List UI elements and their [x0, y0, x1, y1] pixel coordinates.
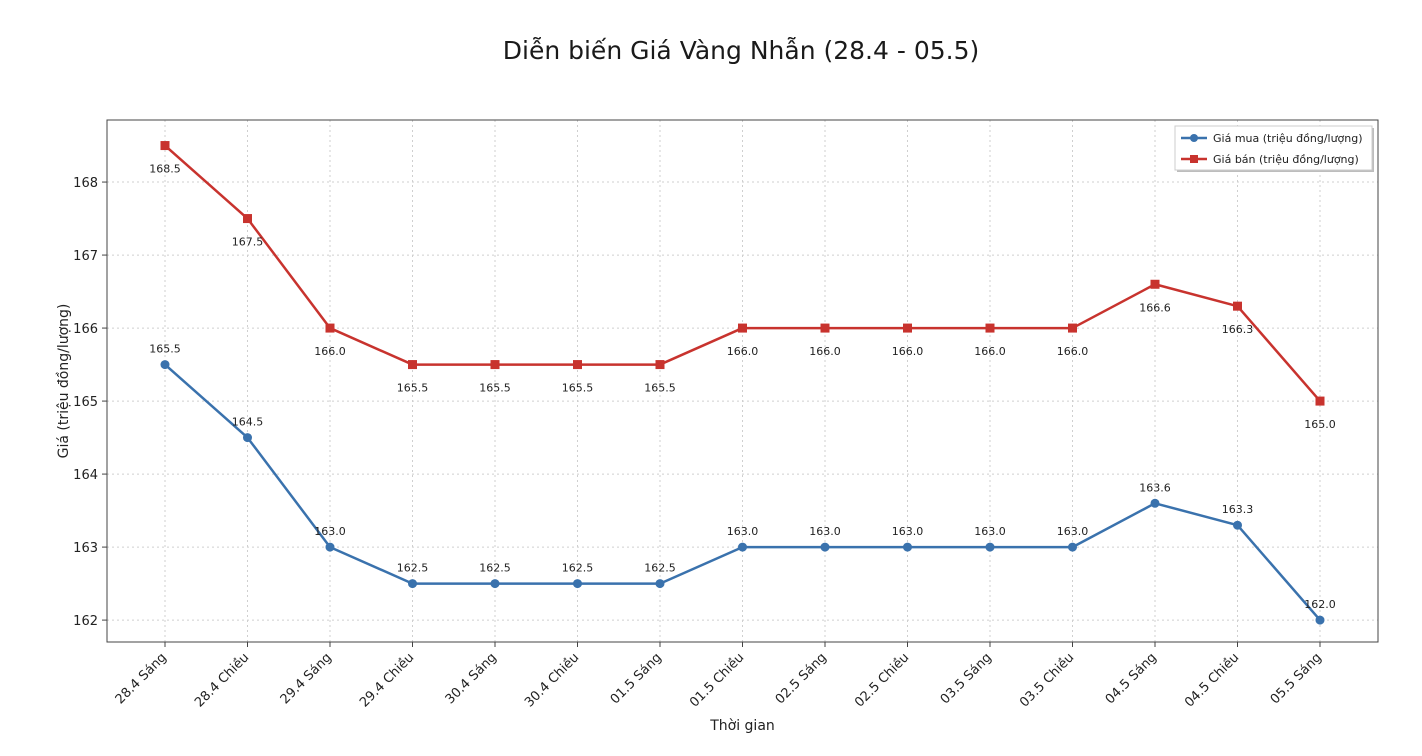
series-1-data-label: 167.5 — [232, 236, 264, 249]
series-1-point — [490, 360, 500, 370]
x-tick-label: 29.4 Chiều — [357, 650, 417, 710]
y-tick-label: 167 — [73, 249, 98, 264]
series-line-1 — [164, 144, 1321, 402]
series-0-data-label: 162.5 — [644, 562, 676, 575]
series-1-data-label: 165.5 — [644, 382, 676, 395]
series-1-point — [1068, 323, 1077, 333]
x-tick-label: 29.4 Sáng — [278, 650, 335, 707]
series-0-point — [903, 542, 912, 552]
series-1-point — [573, 360, 582, 370]
series-1-point — [160, 141, 170, 151]
series-1-data-label: 166.0 — [314, 345, 346, 358]
legend-marker-1 — [1190, 155, 1198, 163]
series-0-point — [820, 542, 830, 552]
series-1-data-label: 166.0 — [892, 345, 924, 358]
series-1-data-label: 166.6 — [1139, 301, 1171, 314]
y-axis-label: Giá (triệu đồng/lượng) — [55, 304, 72, 459]
series-1-data-label: 168.5 — [149, 163, 181, 176]
series-0-point — [1315, 615, 1325, 625]
series-0-point — [160, 360, 170, 370]
y-tick-label: 166 — [73, 322, 98, 337]
y-tick-label: 165 — [73, 395, 98, 410]
x-tick-label: 28.4 Sáng — [113, 650, 170, 707]
x-tick-label: 04.5 Sáng — [1103, 650, 1160, 707]
series-1-point — [985, 323, 995, 333]
x-tick-label: 02.5 Sáng — [773, 650, 830, 707]
series-0-point — [1233, 520, 1242, 530]
series-1-data-label: 165.5 — [397, 382, 429, 395]
series-1-point — [655, 360, 665, 370]
series-0-data-label: 164.5 — [232, 416, 264, 429]
series-0-point — [1150, 498, 1160, 508]
series-0-data-label: 163.6 — [1139, 481, 1171, 494]
series-0-point — [325, 542, 335, 552]
series-0-data-label: 163.0 — [1057, 525, 1089, 538]
x-tick-label: 30.4 Chiều — [522, 650, 582, 710]
x-tick-label: 01.5 Sáng — [608, 650, 665, 707]
series-0-data-label: 162.0 — [1304, 598, 1336, 611]
x-tick-label: 05.5 Sáng — [1268, 650, 1325, 707]
legend-label-1: Giá bán (triệu đồng/lượng) — [1213, 153, 1359, 166]
series-0-data-label: 162.5 — [397, 562, 429, 575]
series-1-point — [738, 323, 747, 333]
legend-label-0: Giá mua (triệu đồng/lượng) — [1213, 132, 1363, 145]
x-tick-label: 03.5 Chiều — [1017, 650, 1077, 710]
series-1-point — [903, 323, 912, 333]
series-1-data-label: 165.0 — [1304, 418, 1336, 431]
series-1-data-label: 166.0 — [1057, 345, 1089, 358]
series-1-point — [820, 323, 830, 333]
legend-box — [1174, 125, 1373, 171]
y-tick-label: 168 — [73, 176, 98, 191]
series-0-data-label: 163.0 — [974, 525, 1006, 538]
series-0-data-label: 163.3 — [1222, 503, 1254, 516]
series-0-data-label: 162.5 — [562, 562, 594, 575]
series-1-point — [408, 360, 417, 370]
y-tick-label: 163 — [73, 541, 98, 556]
x-tick-label: 04.5 Chiều — [1182, 650, 1242, 710]
series-0-point — [1068, 542, 1077, 552]
series-1-data-label: 165.5 — [562, 382, 594, 395]
chart-title: Diễn biến Giá Vàng Nhẫn (28.4 - 05.5) — [502, 36, 980, 65]
series-0-point — [738, 542, 747, 552]
series-1-point — [1150, 279, 1160, 289]
series-0-point — [655, 579, 665, 589]
series-1-point — [243, 214, 252, 224]
legend-marker-0 — [1190, 134, 1198, 142]
series-0-point — [985, 542, 995, 552]
series-0-data-label: 163.0 — [809, 525, 841, 538]
series-1-data-label: 166.0 — [727, 345, 759, 358]
y-tick-label: 162 — [73, 614, 98, 629]
series-1-point — [325, 323, 335, 333]
series-1-point — [1315, 396, 1325, 406]
x-tick-label: 02.5 Chiều — [852, 650, 912, 710]
x-tick-label: 03.5 Sáng — [938, 650, 995, 707]
series-1-data-label: 166.3 — [1222, 323, 1254, 336]
series-1-data-label: 165.5 — [479, 382, 511, 395]
series-1-data-label: 166.0 — [809, 345, 841, 358]
x-tick-label: 01.5 Chiều — [687, 650, 747, 710]
series-0-data-label: 165.5 — [149, 343, 181, 356]
series-0-data-label: 163.0 — [727, 525, 759, 538]
series-0-data-label: 163.0 — [892, 525, 924, 538]
series-0-point — [243, 433, 252, 443]
series-1-point — [1233, 301, 1242, 311]
x-tick-label: 28.4 Chiều — [192, 650, 252, 710]
series-0-point — [408, 579, 417, 589]
x-tick-label: 30.4 Sáng — [443, 650, 500, 707]
x-axis-label: Thời gian — [709, 718, 775, 734]
series-1-data-label: 166.0 — [974, 345, 1006, 358]
series-0-point — [573, 579, 582, 589]
series-0-data-label: 163.0 — [314, 525, 346, 538]
series-0-data-label: 162.5 — [479, 562, 511, 575]
y-tick-label: 164 — [73, 468, 98, 483]
series-0-point — [490, 579, 500, 589]
